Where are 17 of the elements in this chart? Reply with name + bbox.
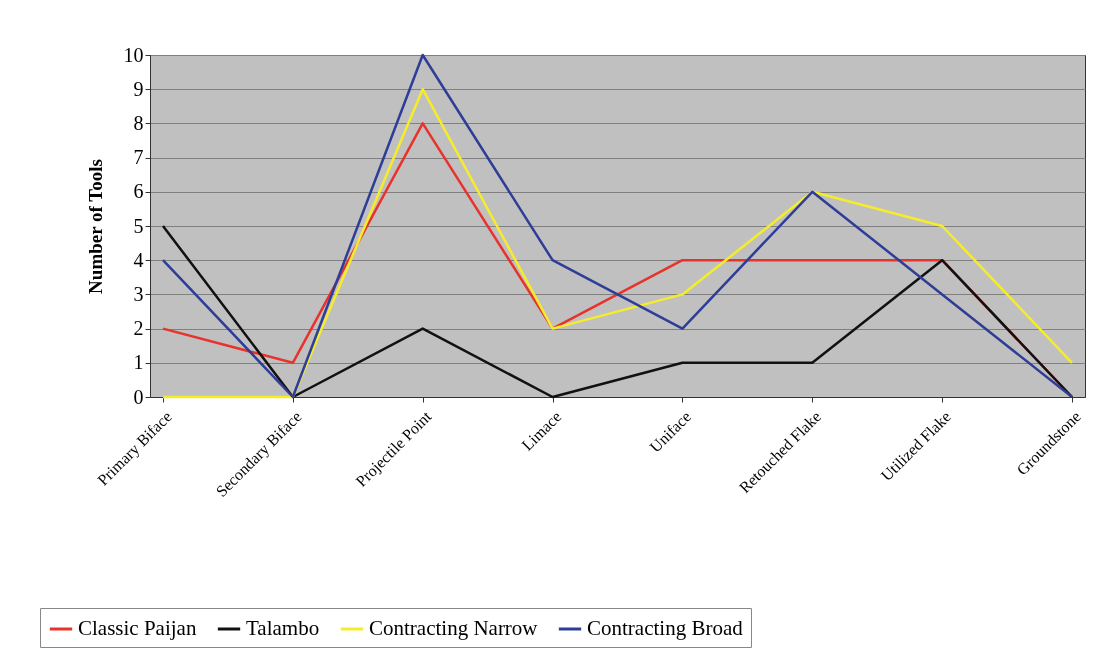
- y-tick-label: 6: [133, 180, 144, 203]
- y-axis-title: Number of Tools: [84, 159, 106, 294]
- y-tick-label: 7: [133, 146, 144, 169]
- y-tick-label: 4: [133, 248, 144, 271]
- y-tick-label: 1: [133, 351, 144, 374]
- y-tick-label: 0: [133, 385, 144, 408]
- y-tick-label: 2: [133, 317, 144, 340]
- legend-label: Contracting Narrow: [369, 616, 539, 640]
- legend-label: Contracting Broad: [587, 616, 744, 640]
- y-tick-label: 8: [133, 111, 144, 134]
- y-tick-label: 3: [133, 282, 144, 305]
- y-tick-label: 5: [133, 214, 144, 237]
- legend-label: Talambo: [246, 616, 320, 640]
- y-tick-label: 9: [133, 77, 144, 100]
- line-series: [161, 224, 1074, 399]
- y-tick-label: 10: [123, 43, 144, 66]
- legend-label: Classic Paijan: [78, 616, 197, 640]
